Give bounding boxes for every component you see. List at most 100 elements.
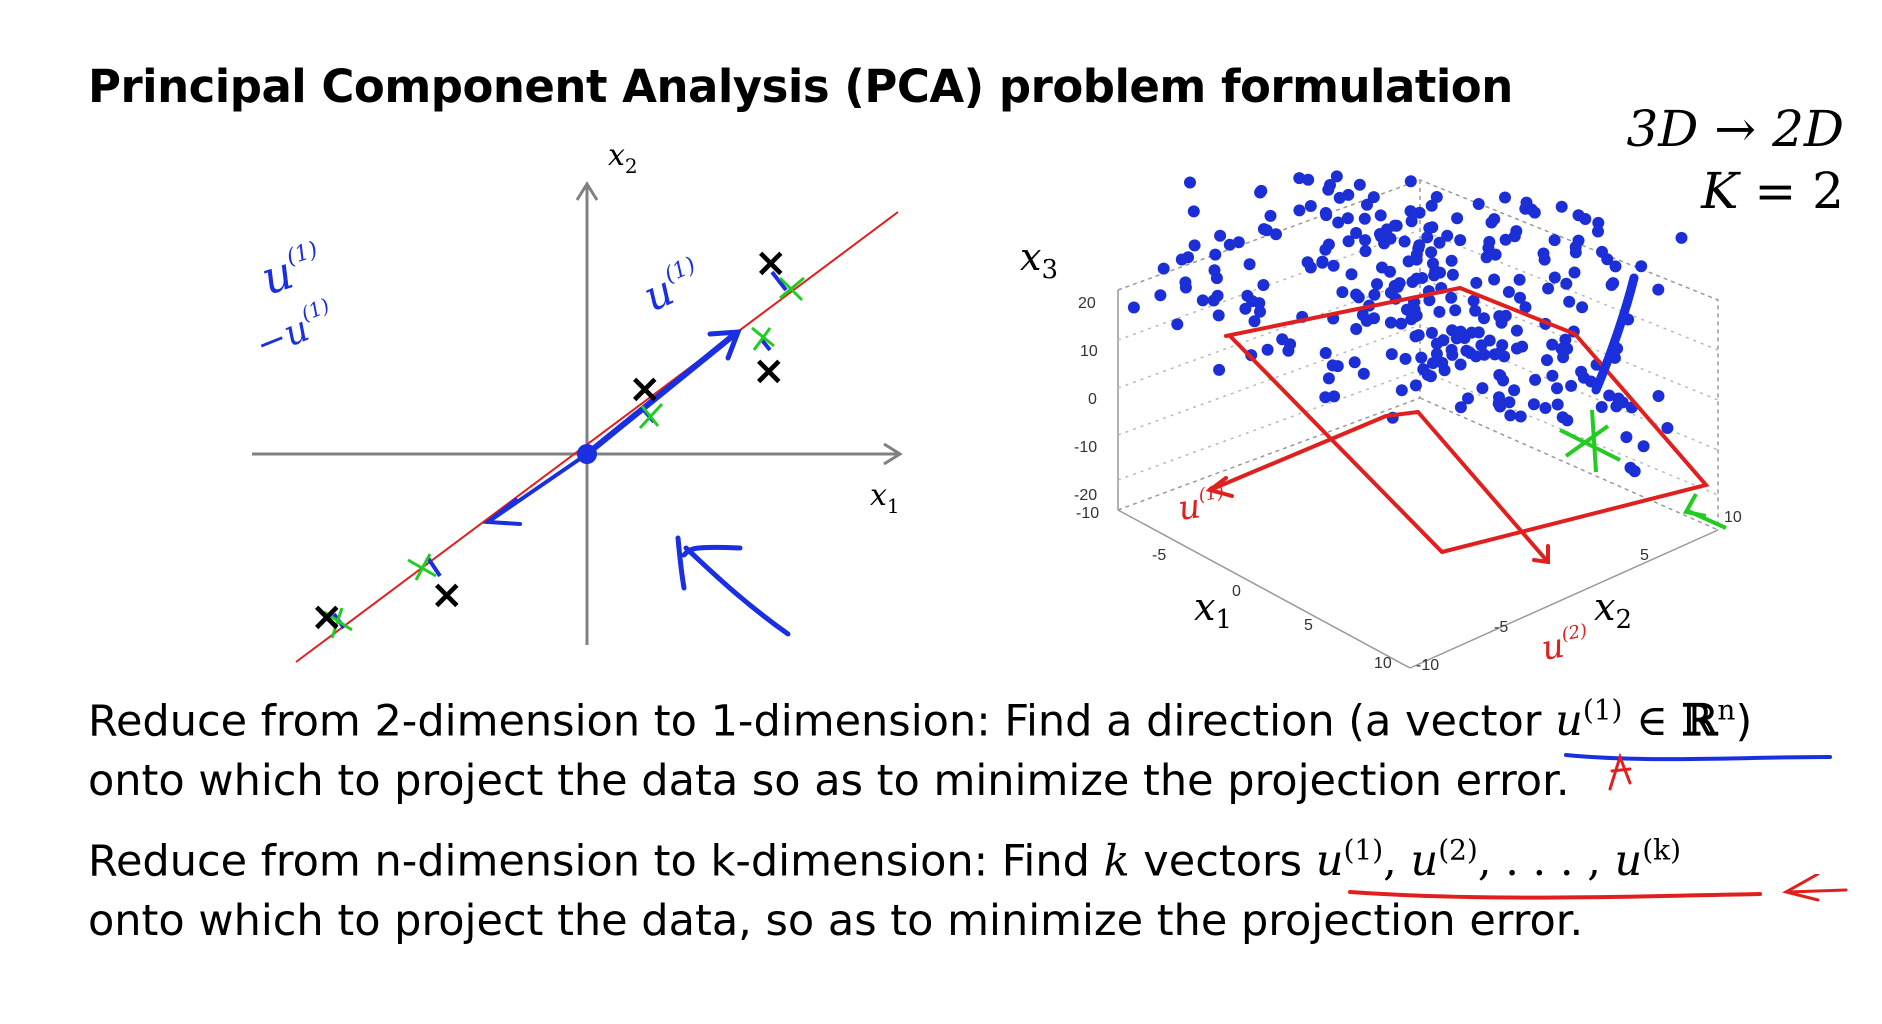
scatter-point bbox=[1427, 357, 1439, 370]
data-point: × bbox=[407, 553, 464, 618]
scatter-point bbox=[1441, 229, 1454, 242]
scatter-point bbox=[1319, 207, 1332, 219]
note-u1-3d: u(1) bbox=[1176, 482, 1229, 529]
scatter-point bbox=[1499, 233, 1512, 246]
handwritten-notes: u(1) −u(1) u(1) bbox=[250, 237, 699, 366]
scatter-point bbox=[1319, 347, 1332, 359]
scatter-point bbox=[1427, 257, 1439, 270]
svg-text:-10: -10 bbox=[1074, 439, 1097, 456]
scatter-point bbox=[1208, 264, 1221, 277]
u1-arrow bbox=[1208, 410, 1420, 492]
scatter-point bbox=[1433, 236, 1446, 249]
scatter-point bbox=[1350, 288, 1363, 301]
scatter-point bbox=[1322, 372, 1335, 385]
u2-arrow bbox=[1416, 410, 1550, 564]
scatter-point bbox=[1410, 272, 1423, 285]
scatter-point bbox=[1304, 200, 1317, 212]
u1-symbol: u(1) ∈ ℝn bbox=[1555, 694, 1736, 747]
slide-title: Principal Component Analysis (PCA) probl… bbox=[88, 60, 1513, 113]
scatter-point bbox=[1635, 260, 1648, 273]
scatter-point bbox=[1232, 236, 1245, 249]
scatter-point bbox=[1527, 398, 1540, 411]
k-line: K = 2 bbox=[1626, 160, 1844, 222]
scatter-point bbox=[1253, 297, 1266, 310]
scatter-point bbox=[1563, 295, 1576, 308]
scatter-point bbox=[1551, 382, 1563, 395]
reduce-2d-to-1d-continuation: onto which to project the data so as to … bbox=[88, 756, 1570, 806]
arrow-icon: → bbox=[1714, 100, 1757, 158]
scatter-point bbox=[1445, 291, 1458, 304]
scatter-point bbox=[1661, 422, 1674, 434]
scatter-point bbox=[1404, 175, 1417, 188]
scatter-point bbox=[1525, 203, 1538, 216]
u1-arrowhead-icon bbox=[1205, 476, 1234, 498]
scatter-point bbox=[1519, 301, 1532, 314]
scatter-point bbox=[1423, 222, 1436, 235]
scatter-point bbox=[1624, 461, 1637, 474]
svg-text:0: 0 bbox=[1088, 391, 1097, 408]
scatter-point bbox=[1384, 265, 1396, 278]
scatter-point bbox=[1196, 294, 1209, 307]
scatter-point bbox=[1270, 228, 1282, 241]
scatter-point bbox=[1675, 231, 1688, 244]
scatter-point bbox=[1405, 215, 1418, 228]
x1-3d-axis-label: x1 bbox=[1194, 585, 1232, 635]
handwritten-notes-3d: u(1) u(2) bbox=[1176, 482, 1589, 669]
scatter-point bbox=[1454, 401, 1467, 414]
scatter-point bbox=[1569, 241, 1582, 254]
x2-axis-label: x2 bbox=[608, 138, 638, 178]
svg-text:5: 5 bbox=[1304, 617, 1313, 634]
line1-close: ) bbox=[1735, 696, 1753, 747]
scatter-point bbox=[1514, 291, 1526, 304]
scatter-point bbox=[1293, 204, 1306, 217]
scatter-point bbox=[1257, 279, 1270, 291]
scatter-point bbox=[1560, 277, 1573, 290]
fitted-plane bbox=[1224, 285, 1710, 555]
scatter-point bbox=[1264, 209, 1277, 222]
scatter-point bbox=[1260, 224, 1273, 237]
scatter-point bbox=[1212, 309, 1225, 322]
scatter-point bbox=[1488, 273, 1501, 286]
svg-text:-10: -10 bbox=[1416, 657, 1439, 674]
scatter-point bbox=[1539, 402, 1552, 414]
scatter-point bbox=[1293, 172, 1306, 185]
scatter-point bbox=[1652, 390, 1665, 402]
scatter-point bbox=[1207, 294, 1220, 307]
scatter-point bbox=[1488, 213, 1501, 226]
scatter-point bbox=[1454, 358, 1467, 371]
scatter-point bbox=[1546, 338, 1559, 351]
data-point: × bbox=[754, 240, 805, 302]
axes-2d bbox=[252, 181, 903, 645]
svg-text:10: 10 bbox=[1724, 509, 1742, 526]
scatter-point bbox=[1319, 243, 1332, 256]
scatter-point bbox=[1261, 343, 1274, 356]
scatter-point bbox=[1301, 256, 1314, 269]
scatter-point bbox=[1413, 239, 1426, 252]
scatter-point bbox=[1350, 227, 1363, 239]
scatter-point bbox=[1127, 301, 1140, 314]
scatter-point bbox=[1502, 286, 1515, 298]
scatter-point bbox=[1243, 258, 1256, 271]
scatter-point bbox=[1504, 409, 1517, 422]
x1-axis-arrow-icon bbox=[883, 442, 903, 466]
scatter-point bbox=[1434, 266, 1446, 279]
scatter-point bbox=[1494, 400, 1507, 413]
scatter-point bbox=[1213, 363, 1226, 376]
scatter-point bbox=[1548, 271, 1561, 284]
scatter-point bbox=[1239, 302, 1252, 315]
scatter-point bbox=[1546, 369, 1559, 382]
svg-text:-5: -5 bbox=[1152, 547, 1166, 564]
scatter-point bbox=[1425, 199, 1438, 212]
scatter-point bbox=[1437, 334, 1450, 347]
scatter-point bbox=[1353, 178, 1366, 191]
x3-axis-label: x3 bbox=[1020, 235, 1058, 285]
scatter-point bbox=[1516, 340, 1529, 353]
scatter-point bbox=[1465, 326, 1478, 339]
scatter-point bbox=[1538, 253, 1551, 266]
scatter-point bbox=[1359, 234, 1372, 247]
scatter-point bbox=[1425, 246, 1438, 259]
u-vectors: u(1), u(2), . . . , u(k) bbox=[1315, 834, 1682, 887]
x2-axis-arrow-icon bbox=[575, 181, 599, 201]
scatter-point bbox=[1254, 305, 1266, 318]
scatter-point bbox=[1421, 231, 1434, 244]
